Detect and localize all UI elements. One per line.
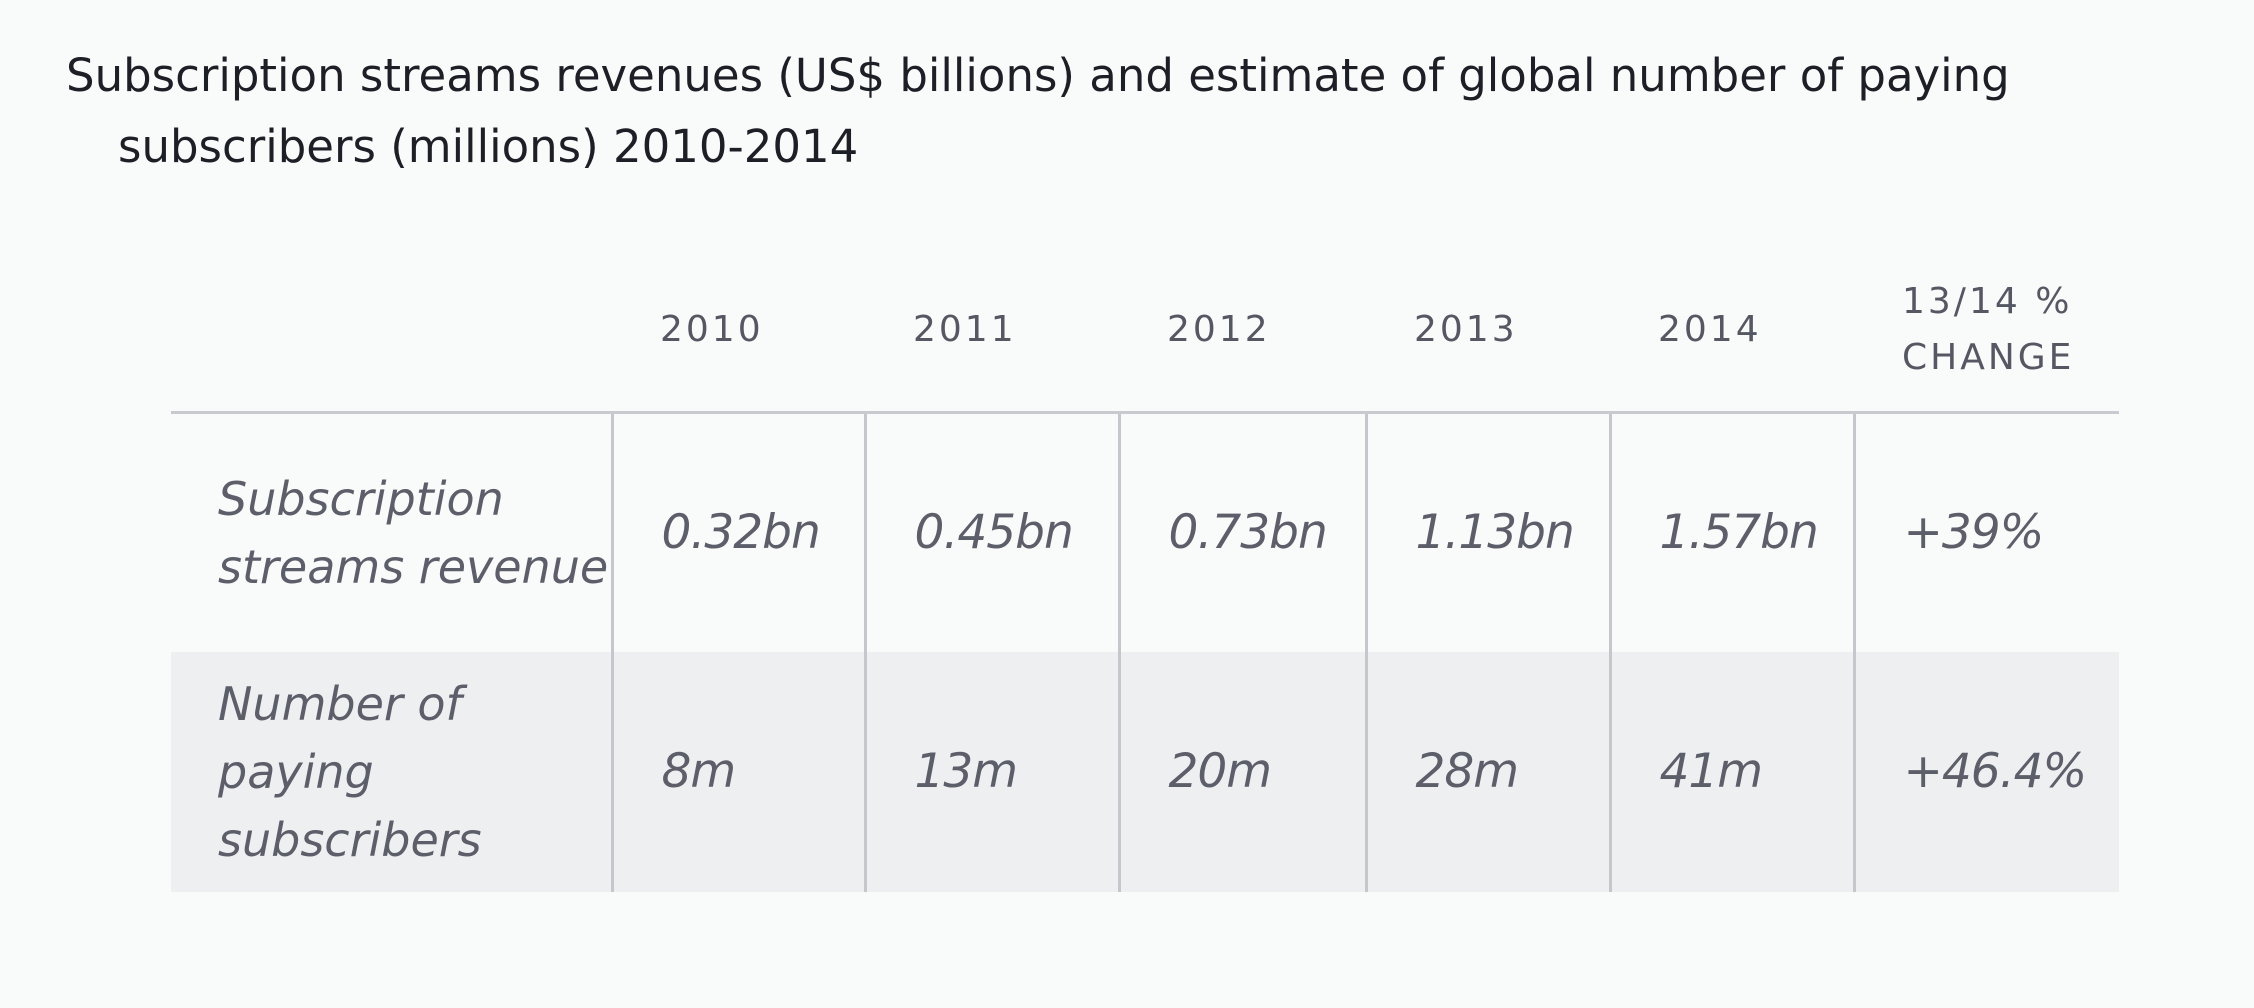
header-row: 2010 2011 2012 2013 2014 13/14 % CHANGE: [171, 250, 2119, 414]
header-2010: 2010: [612, 250, 865, 414]
header-2012: 2012: [1119, 250, 1366, 414]
header-2011: 2011: [865, 250, 1119, 414]
cell-subscribers-2014: 41m: [1608, 652, 1854, 892]
header-change: 13/14 % CHANGE: [1854, 250, 2119, 414]
header-label-blank: [171, 250, 612, 414]
row-label-subscribers: Number of paying subscribers: [171, 652, 612, 892]
table-body: Subscription streams revenue 0.32bn 0.45…: [171, 412, 2119, 892]
cell-revenue-2010: 0.32bn: [610, 412, 865, 652]
cell-subscribers-2010: 8m: [610, 652, 865, 892]
header-change-line1: 13/14 %: [1902, 281, 2073, 323]
data-table: 2010 2011 2012 2013 2014 13/14 % CHANGE …: [171, 250, 2119, 892]
cell-revenue-2013: 1.13bn: [1364, 412, 1610, 652]
header-2014: 2014: [1610, 250, 1854, 414]
cell-subscribers-2012: 20m: [1117, 652, 1366, 892]
header-2013: 2013: [1366, 250, 1610, 414]
table-row-subscribers: Number of paying subscribers 8m 13m 20m …: [171, 652, 2119, 892]
row-label-revenue: Subscription streams revenue: [218, 471, 609, 594]
table-header: 2010 2011 2012 2013 2014 13/14 % CHANGE: [171, 250, 2119, 414]
cell-subscribers-change: +46.4%: [1852, 652, 2119, 892]
table-row-revenue: Subscription streams revenue 0.32bn 0.45…: [171, 412, 2119, 652]
cell-subscribers-2013: 28m: [1364, 652, 1610, 892]
cell-revenue-2011: 0.45bn: [863, 412, 1119, 652]
cell-revenue-change: +39%: [1852, 412, 2119, 652]
header-change-line2: CHANGE: [1902, 337, 2075, 379]
cell-subscribers-2011: 13m: [863, 652, 1119, 892]
cell-revenue-2012: 0.73bn: [1117, 412, 1366, 652]
data-table-container: 2010 2011 2012 2013 2014 13/14 % CHANGE …: [171, 250, 2119, 892]
table-title: Subscription streams revenues (US$ billi…: [66, 49, 2010, 173]
cell-revenue-2014: 1.57bn: [1608, 412, 1854, 652]
